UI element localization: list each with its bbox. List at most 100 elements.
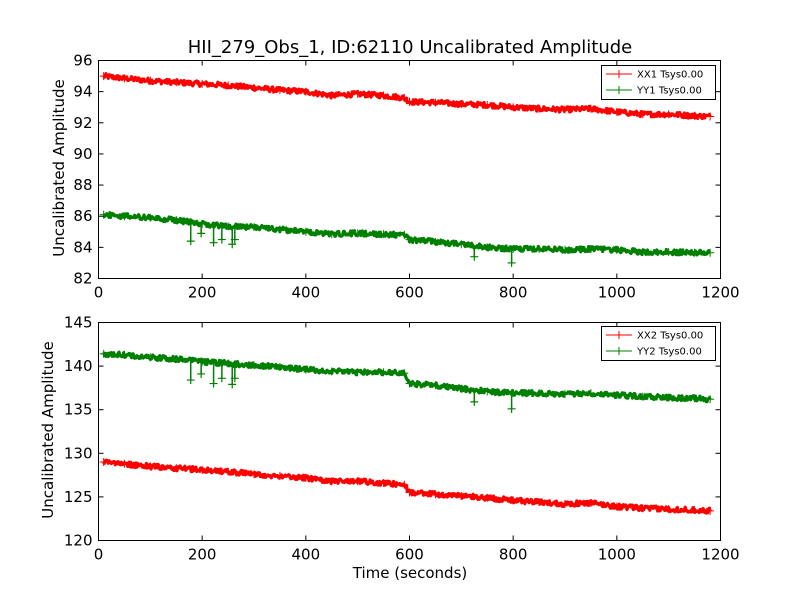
data-point bbox=[301, 473, 310, 482]
dip-marker bbox=[217, 374, 226, 383]
x-tick-label: 1000 bbox=[598, 284, 636, 302]
data-point bbox=[457, 240, 466, 249]
data-point bbox=[224, 359, 233, 368]
axes-frame-top bbox=[98, 60, 721, 279]
data-point bbox=[250, 223, 258, 232]
x-tick-label: 800 bbox=[499, 546, 528, 564]
y-tick-label: 125 bbox=[64, 488, 93, 506]
data-point bbox=[612, 390, 621, 399]
data-point bbox=[509, 389, 518, 398]
data-point bbox=[612, 245, 621, 254]
data-point bbox=[275, 362, 284, 371]
data-point bbox=[224, 467, 233, 476]
data-point bbox=[586, 499, 595, 508]
dip-marker bbox=[228, 380, 237, 389]
plot-area-top bbox=[99, 72, 715, 267]
dip-marker bbox=[186, 376, 195, 385]
data-point bbox=[431, 237, 440, 246]
data-point bbox=[224, 81, 233, 90]
data-point bbox=[146, 213, 155, 222]
data-point bbox=[172, 216, 181, 225]
x-tick-label: 1200 bbox=[701, 284, 739, 302]
data-point bbox=[120, 350, 129, 359]
dip-marker bbox=[470, 397, 479, 406]
data-point bbox=[664, 248, 673, 257]
data-point bbox=[561, 245, 569, 254]
data-point bbox=[586, 389, 595, 398]
data-point bbox=[535, 389, 544, 398]
data-point bbox=[275, 471, 284, 480]
data-point bbox=[638, 504, 647, 513]
x-tick-label: 1000 bbox=[598, 546, 636, 564]
legend-entry-yy1: YY1 Tsys0.00 bbox=[606, 86, 702, 97]
y-tick-label: 96 bbox=[73, 52, 92, 70]
data-point bbox=[612, 107, 621, 116]
data-point bbox=[198, 357, 207, 366]
data-point bbox=[690, 394, 699, 403]
data-point bbox=[535, 244, 544, 253]
data-point bbox=[198, 220, 207, 228]
data-point bbox=[353, 229, 362, 238]
x-tick-label: 600 bbox=[395, 284, 424, 302]
data-point bbox=[379, 91, 388, 100]
data-point bbox=[327, 230, 336, 239]
data-point bbox=[301, 365, 310, 374]
data-point bbox=[353, 477, 362, 486]
y-tick-label: 90 bbox=[73, 145, 92, 163]
data-point bbox=[379, 230, 388, 239]
legend-box-top bbox=[601, 65, 716, 100]
series-xx2 bbox=[99, 458, 715, 515]
dip-marker bbox=[230, 374, 239, 383]
dip-marker bbox=[228, 240, 237, 249]
data-point bbox=[483, 243, 492, 252]
data-point bbox=[706, 112, 715, 121]
x-tick-label: 200 bbox=[188, 546, 217, 564]
plot-area-bottom bbox=[99, 349, 715, 515]
data-point bbox=[706, 248, 715, 257]
x-tick-label: 800 bbox=[499, 284, 528, 302]
data-point bbox=[706, 506, 715, 515]
data-point bbox=[431, 381, 440, 390]
dip-marker bbox=[470, 252, 479, 261]
dip-marker bbox=[507, 258, 516, 267]
dip-marker bbox=[507, 404, 516, 413]
x-axis-label: Time (seconds) bbox=[352, 564, 468, 582]
data-point bbox=[483, 387, 492, 396]
data-point bbox=[586, 244, 595, 253]
data-point bbox=[483, 100, 492, 109]
y-tick-label: 140 bbox=[64, 357, 93, 375]
data-point bbox=[638, 392, 647, 401]
data-point bbox=[561, 499, 569, 508]
data-point bbox=[405, 488, 414, 497]
y-tick-label: 130 bbox=[64, 444, 93, 462]
y-tick-label: 120 bbox=[64, 532, 93, 550]
data-point bbox=[638, 110, 647, 119]
data-point bbox=[250, 361, 258, 370]
data-point bbox=[99, 72, 108, 81]
y-tick-label: 84 bbox=[73, 238, 92, 256]
data-point bbox=[224, 222, 233, 231]
dip-marker bbox=[217, 235, 226, 244]
series-yy2 bbox=[99, 349, 715, 413]
data-point bbox=[327, 91, 336, 100]
chart-bottom: Uncalibrated Amplitude Time (seconds) 0 2… bbox=[39, 314, 740, 583]
data-point bbox=[120, 212, 129, 221]
data-point bbox=[198, 465, 207, 474]
series-xx1 bbox=[99, 72, 715, 121]
y-tick-label: 135 bbox=[64, 401, 93, 419]
data-point bbox=[250, 83, 258, 92]
data-point bbox=[353, 89, 362, 98]
legend-entry-yy2: YY2 Tsys0.00 bbox=[606, 347, 702, 358]
data-point bbox=[400, 480, 409, 489]
x-tick-label: 1200 bbox=[701, 546, 739, 564]
y-tick-label: 94 bbox=[73, 83, 92, 101]
data-point bbox=[457, 384, 466, 393]
legend-label-yy2: YY2 Tsys0.00 bbox=[636, 347, 702, 358]
x-tick-label: 400 bbox=[292, 546, 321, 564]
data-point bbox=[483, 493, 492, 502]
axes-frame-bottom bbox=[98, 322, 721, 541]
data-point bbox=[99, 210, 108, 219]
data-point bbox=[99, 349, 108, 358]
data-point bbox=[146, 462, 155, 471]
